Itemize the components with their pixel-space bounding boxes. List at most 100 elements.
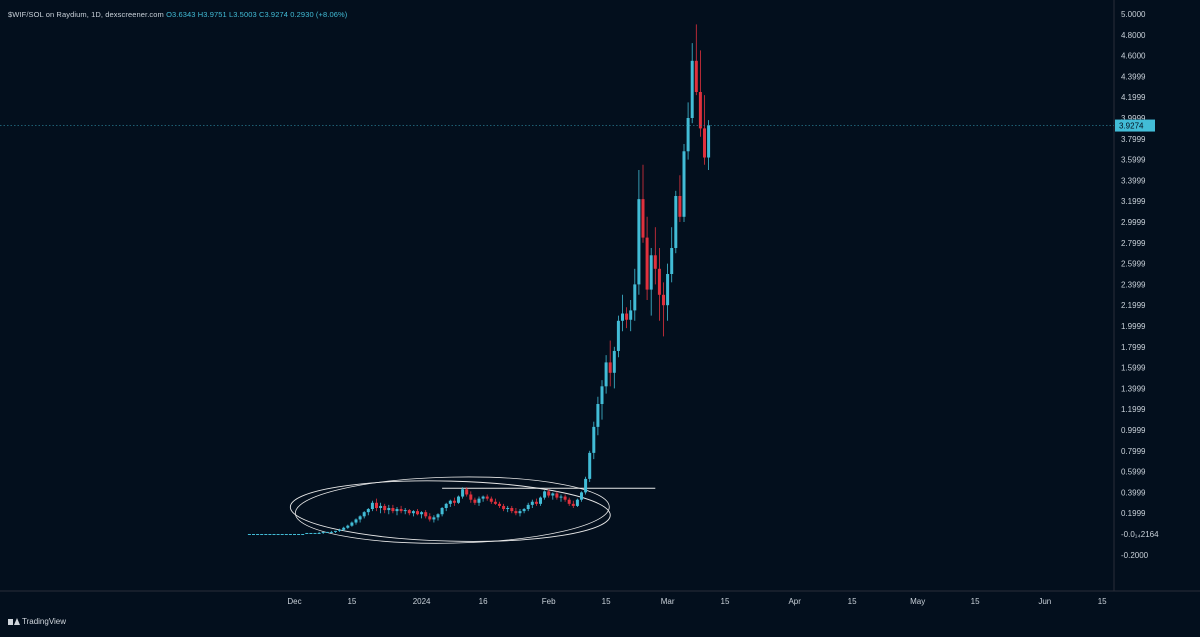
candle bbox=[256, 534, 260, 535]
candle-body bbox=[567, 499, 571, 504]
candle bbox=[481, 495, 485, 502]
price-tick-label: 0.5999 bbox=[1121, 468, 1146, 477]
last-price-marker: 3.9274 bbox=[0, 119, 1155, 132]
candle bbox=[539, 496, 542, 506]
candle bbox=[670, 227, 674, 283]
candle bbox=[703, 95, 706, 165]
time-tick-label: May bbox=[910, 597, 925, 606]
candle bbox=[264, 534, 268, 535]
candle-body bbox=[391, 508, 395, 512]
candle bbox=[297, 534, 301, 535]
candle bbox=[358, 515, 362, 523]
candle-body bbox=[539, 497, 542, 504]
candle bbox=[276, 534, 280, 535]
candle bbox=[416, 509, 419, 516]
candle bbox=[592, 421, 596, 460]
candle bbox=[625, 307, 629, 329]
candles-series bbox=[247, 24, 711, 535]
candle bbox=[313, 532, 317, 534]
candle-body bbox=[649, 255, 653, 290]
candle-body bbox=[596, 404, 600, 427]
candle-body bbox=[329, 531, 333, 533]
candle bbox=[506, 505, 510, 513]
price-tick-label: 3.3999 bbox=[1121, 176, 1146, 185]
candle-body bbox=[293, 534, 296, 535]
candle-body bbox=[506, 508, 510, 510]
candle-body bbox=[338, 529, 342, 531]
time-tick-label: Apr bbox=[788, 597, 801, 606]
price-axis[interactable]: 5.0000 4.8000 4.6000 4.3999 4.1999 3.9999 3.79… bbox=[1121, 10, 1159, 560]
candle bbox=[502, 503, 506, 512]
candle bbox=[477, 496, 481, 506]
candle bbox=[596, 396, 600, 436]
candle bbox=[645, 216, 649, 300]
candle bbox=[252, 534, 255, 535]
candle-body bbox=[260, 534, 264, 535]
candle bbox=[653, 227, 657, 285]
candle bbox=[489, 496, 493, 504]
candle bbox=[612, 346, 616, 389]
candle bbox=[534, 498, 538, 506]
candle bbox=[387, 504, 391, 515]
candle bbox=[334, 530, 337, 533]
candle-body bbox=[469, 494, 473, 500]
candle-body bbox=[641, 199, 645, 238]
candle-body bbox=[580, 492, 583, 500]
candle-body bbox=[461, 489, 465, 497]
time-axis[interactable]: Dec 15 2024 16 Feb 15 Mar 15 Apr 15 May 15 Jun 15 bbox=[287, 597, 1107, 606]
candle-body bbox=[662, 294, 665, 306]
candle bbox=[649, 248, 653, 316]
tradingview-logo-icon bbox=[8, 618, 20, 625]
candle-body bbox=[342, 527, 346, 530]
candle bbox=[428, 513, 432, 522]
candle bbox=[637, 170, 641, 295]
price-tick-label: 0.7999 bbox=[1121, 447, 1146, 456]
candle-body bbox=[387, 508, 391, 511]
candle-body bbox=[448, 500, 452, 504]
time-tick-label: 16 bbox=[479, 597, 488, 606]
legend-header: $WIF/SOL on Raydium, 1D, dexscreener.com… bbox=[8, 10, 347, 19]
time-tick-label: 15 bbox=[602, 597, 611, 606]
candle bbox=[284, 534, 288, 535]
candle bbox=[686, 102, 690, 160]
price-tick-label: 5.0000 bbox=[1121, 10, 1146, 19]
candle bbox=[260, 534, 264, 535]
candle-body bbox=[645, 237, 649, 290]
candle bbox=[457, 495, 460, 504]
candle bbox=[493, 498, 497, 505]
price-tick-label: 1.3999 bbox=[1121, 384, 1146, 393]
candle bbox=[411, 510, 415, 517]
candle-body bbox=[530, 501, 534, 505]
price-tick-label: 0.1999 bbox=[1121, 509, 1146, 518]
candle-body bbox=[621, 313, 624, 321]
price-tick-label: 2.9999 bbox=[1121, 218, 1146, 227]
price-tick-label: -0.2000 bbox=[1121, 551, 1149, 560]
candle bbox=[329, 530, 333, 533]
price-tick-label: 0.3999 bbox=[1121, 488, 1146, 497]
candle-body bbox=[444, 503, 448, 508]
candle-body bbox=[485, 496, 489, 499]
candle-body bbox=[666, 274, 670, 306]
candle-body bbox=[395, 509, 399, 512]
candle bbox=[383, 503, 387, 514]
candle bbox=[629, 300, 633, 332]
time-tick-label: 2024 bbox=[413, 597, 431, 606]
candle-body bbox=[420, 512, 424, 515]
candle-body bbox=[707, 125, 711, 158]
candle-body bbox=[686, 118, 690, 152]
candle-body bbox=[247, 534, 251, 535]
candle-body bbox=[653, 255, 657, 269]
candle bbox=[694, 24, 698, 96]
candle-body bbox=[522, 509, 526, 512]
candle bbox=[584, 476, 588, 495]
time-tick-label: Jun bbox=[1038, 597, 1051, 606]
candle-body bbox=[280, 534, 284, 535]
candle-body bbox=[321, 531, 325, 533]
candle-body bbox=[551, 493, 555, 496]
ohlc-values: O3.6343 H3.9751 L3.5003 C3.9274 0.2930 (… bbox=[166, 10, 348, 19]
candle-body bbox=[305, 532, 309, 534]
tradingview-logo[interactable]: TradingView bbox=[8, 617, 66, 626]
price-tick-label: 2.1999 bbox=[1121, 301, 1146, 310]
